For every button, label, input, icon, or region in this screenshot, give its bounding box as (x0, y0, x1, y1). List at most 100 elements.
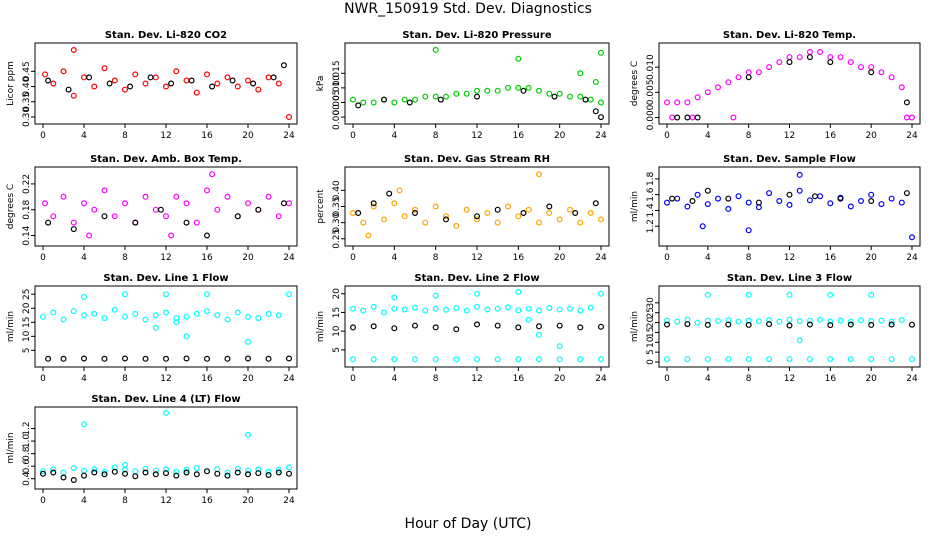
panel-title: Stan. Dev. Li-820 Pressure (402, 30, 552, 41)
data-point (152, 206, 159, 213)
panel-title: Stan. Dev. Line 3 Flow (727, 273, 852, 284)
data-point (868, 356, 875, 363)
data-point (494, 305, 501, 312)
data-point-dark (745, 74, 752, 81)
data-point-dark (551, 93, 558, 100)
data-point (163, 291, 170, 298)
x-tick-label: 0 (40, 253, 46, 263)
x-tick-label: 24 (283, 496, 295, 506)
data-point (173, 468, 180, 475)
data-point-dark (183, 219, 190, 226)
data-point (796, 337, 803, 344)
data-point-dark (204, 468, 211, 475)
data-point (535, 331, 542, 338)
data-point-dark (370, 323, 377, 330)
data-point-dark (255, 470, 262, 477)
data-point (152, 312, 159, 319)
data-point (827, 356, 834, 363)
data-point-dark (275, 469, 282, 476)
panel-4: Stan. Dev. Amb. Box Temp. 0 4 8 12 16 20 24 0.14… (6, 154, 298, 263)
x-tick-label: 16 (201, 253, 213, 263)
data-point (515, 55, 522, 62)
y-tick-label: 0.000 (332, 104, 342, 130)
data-point-dark (204, 232, 211, 239)
data-point (350, 305, 357, 312)
x-tick-label: 20 (865, 253, 877, 263)
data-point (837, 317, 844, 324)
data-point (730, 114, 737, 121)
data-point (80, 312, 87, 319)
data-point-dark (127, 83, 134, 90)
data-point (515, 307, 522, 314)
data-point-dark (412, 322, 419, 329)
data-point-dark (755, 199, 762, 206)
data-point (786, 54, 793, 61)
data-point (391, 99, 398, 106)
data-point (704, 291, 711, 298)
y-tick-label: 0.010 (646, 54, 656, 80)
data-point-dark (786, 322, 793, 329)
data-point (209, 171, 216, 178)
data-point-dark (453, 326, 460, 333)
data-point (546, 90, 553, 97)
x-tick-label: 12 (784, 374, 795, 384)
data-point (714, 84, 721, 91)
x-tick-label: 8 (122, 131, 128, 141)
data-point (556, 306, 563, 313)
y-axis-label: ml/min (6, 311, 16, 342)
data-point (234, 83, 241, 90)
data-point (41, 200, 48, 207)
data-point-dark (494, 206, 501, 213)
x-tick-label: 4 (705, 253, 711, 263)
data-point-dark (474, 213, 481, 220)
y-axis-label: ml/min (6, 432, 16, 463)
y-tick-label: 1.6 (646, 187, 656, 202)
data-point (132, 468, 139, 475)
data-point-dark (163, 470, 170, 477)
y-axis-label: ml/min (630, 311, 640, 342)
data-point (432, 305, 439, 312)
data-point (422, 219, 429, 226)
data-point-dark (725, 321, 732, 328)
data-point (265, 310, 272, 317)
data-point (101, 65, 108, 72)
data-point (556, 356, 563, 363)
data-point (152, 324, 159, 331)
data-point (275, 213, 282, 220)
y-tick-label: 0.22 (22, 174, 32, 194)
data-point-dark (45, 219, 52, 226)
x-tick-label: 16 (825, 253, 837, 263)
x-tick-label: 24 (283, 374, 295, 384)
data-point (183, 333, 190, 340)
data-point (111, 77, 118, 84)
data-point (234, 309, 241, 316)
data-point (60, 316, 67, 323)
data-point (515, 288, 522, 295)
x-tick-label: 24 (283, 131, 295, 141)
data-point (857, 64, 864, 71)
data-point-dark (245, 471, 252, 478)
x-tick-label: 20 (554, 374, 566, 384)
x-tick-label: 24 (906, 374, 918, 384)
data-point (453, 222, 460, 229)
data-point-dark (674, 114, 681, 121)
y-tick-label: 5 (22, 347, 32, 353)
data-point (566, 206, 573, 213)
x-tick-label: 8 (433, 374, 439, 384)
data-point-dark (147, 74, 154, 81)
y-tick-label: 20 (332, 288, 342, 300)
data-point-dark (204, 355, 211, 362)
data-point-dark (80, 472, 87, 479)
data-point-dark (265, 355, 272, 362)
x-tick-label: 8 (746, 374, 752, 384)
data-point (474, 303, 481, 310)
data-point (381, 216, 388, 223)
data-point (245, 338, 252, 345)
data-point (704, 89, 711, 96)
data-point-dark (245, 355, 252, 362)
data-point-dark (908, 321, 915, 328)
x-tick-label: 24 (595, 253, 607, 263)
data-point (70, 465, 77, 472)
x-tick-label: 8 (433, 131, 439, 141)
